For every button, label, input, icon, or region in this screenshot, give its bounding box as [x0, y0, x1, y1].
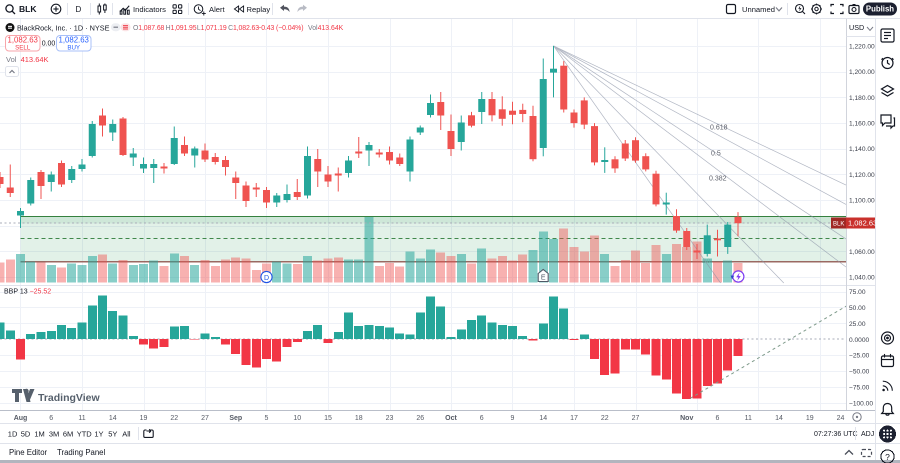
svg-text:0.382: 0.382 — [709, 176, 727, 183]
svg-text:BBP 13 −25.52: BBP 13 −25.52 — [4, 289, 51, 296]
svg-text:23: 23 — [386, 415, 394, 422]
svg-text:−25.00: −25.00 — [849, 353, 870, 360]
svg-text:D: D — [76, 5, 82, 14]
svg-text:6: 6 — [716, 415, 720, 422]
svg-text:1,220.00: 1,220.00 — [849, 44, 875, 51]
svg-text:0.00: 0.00 — [42, 41, 56, 48]
svg-text:Vol 413.64K: Vol 413.64K — [6, 55, 49, 64]
svg-text:H1,091.95: H1,091.95 — [166, 25, 197, 32]
svg-text:24: 24 — [837, 415, 845, 422]
svg-text:18: 18 — [355, 415, 363, 422]
svg-text:0.0000: 0.0000 — [849, 337, 870, 344]
svg-text:1D: 1D — [8, 430, 18, 439]
svg-text:0.618: 0.618 — [710, 125, 728, 132]
svg-text:27: 27 — [632, 415, 640, 422]
svg-text:15: 15 — [324, 415, 332, 422]
svg-text:5Y: 5Y — [108, 430, 117, 439]
svg-text:3M: 3M — [49, 430, 59, 439]
svg-text:11: 11 — [78, 415, 85, 422]
svg-text:1,140.00: 1,140.00 — [849, 146, 875, 153]
svg-text:1,082.63: 1,082.63 — [848, 219, 877, 228]
svg-text:BlackRock, Inc. · 1D · NYSE: BlackRock, Inc. · 1D · NYSE — [17, 23, 110, 32]
svg-text:Publish: Publish — [866, 5, 894, 14]
svg-text:1,082.63: 1,082.63 — [59, 36, 89, 45]
svg-text:10: 10 — [293, 415, 301, 422]
svg-text:−75.00: −75.00 — [849, 385, 870, 392]
svg-text:5: 5 — [265, 415, 269, 422]
svg-text:Oct: Oct — [445, 415, 457, 422]
svg-text:27: 27 — [201, 415, 209, 422]
svg-text:1,200.00: 1,200.00 — [849, 69, 875, 76]
svg-text:O1,087.68: O1,087.68 — [133, 25, 165, 32]
svg-text:5D: 5D — [21, 430, 31, 439]
svg-text:07:27:36 UTC: 07:27:36 UTC — [814, 431, 858, 438]
svg-text:11: 11 — [745, 415, 752, 422]
svg-text:Alert: Alert — [209, 5, 226, 14]
svg-text:19: 19 — [806, 415, 814, 422]
svg-text:D: D — [264, 275, 269, 282]
svg-text:Aug: Aug — [14, 415, 28, 422]
svg-text:Vol413.64K: Vol413.64K — [308, 25, 344, 32]
svg-text:L1,071.19: L1,071.19 — [197, 25, 227, 32]
svg-text:C1,082.63: C1,082.63 — [228, 25, 259, 32]
svg-text:26: 26 — [416, 415, 424, 422]
svg-text:BUY: BUY — [67, 45, 80, 52]
svg-text:USD: USD — [849, 23, 864, 32]
svg-text:1Y: 1Y — [94, 430, 103, 439]
svg-text:BLK: BLK — [833, 222, 844, 228]
svg-text:1,082.63: 1,082.63 — [8, 36, 38, 45]
svg-text:17: 17 — [570, 415, 578, 422]
svg-text:0.5: 0.5 — [711, 151, 721, 158]
svg-text:Nov: Nov — [680, 415, 693, 422]
svg-text:E: E — [541, 275, 546, 282]
svg-text:Unnamed: Unnamed — [742, 5, 775, 14]
svg-text:D0: D0 — [702, 258, 711, 265]
svg-text:Replay: Replay — [247, 5, 271, 14]
svg-text:YTD: YTD — [77, 430, 93, 439]
svg-text:1,120.00: 1,120.00 — [849, 172, 875, 179]
svg-text:6M: 6M — [63, 430, 73, 439]
svg-text:BLK: BLK — [19, 4, 37, 14]
svg-text:25.00: 25.00 — [849, 321, 866, 328]
svg-text:TradingView: TradingView — [38, 392, 100, 404]
svg-text:1,040.00: 1,040.00 — [849, 275, 875, 282]
svg-text:−0.43 (−0.04%): −0.43 (−0.04%) — [257, 25, 303, 32]
svg-text:22: 22 — [601, 415, 609, 422]
svg-text:?: ? — [885, 452, 890, 462]
svg-text:SELL: SELL — [15, 45, 31, 52]
svg-text:−50.00: −50.00 — [849, 369, 870, 376]
svg-text:14: 14 — [775, 415, 783, 422]
svg-text:1,160.00: 1,160.00 — [849, 121, 875, 128]
svg-text:−100.00: −100.00 — [849, 400, 873, 407]
svg-text:22: 22 — [170, 415, 178, 422]
svg-text:14: 14 — [539, 415, 547, 422]
svg-text:19: 19 — [140, 415, 148, 422]
svg-text:14: 14 — [109, 415, 117, 422]
svg-text:6: 6 — [49, 415, 53, 422]
svg-text:9: 9 — [511, 415, 515, 422]
svg-text:All: All — [122, 430, 131, 439]
svg-text:1,100.00: 1,100.00 — [849, 198, 875, 205]
svg-text:50.00: 50.00 — [849, 305, 866, 312]
svg-text:Indicators: Indicators — [133, 5, 166, 14]
svg-text:1M: 1M — [34, 430, 44, 439]
svg-text:ADJ: ADJ — [861, 431, 874, 438]
svg-text:6: 6 — [480, 415, 484, 422]
svg-text:1,180.00: 1,180.00 — [849, 95, 875, 102]
svg-text:Pine Editor: Pine Editor — [9, 448, 48, 457]
svg-text:Trading Panel: Trading Panel — [57, 448, 106, 457]
svg-text:1,060.00: 1,060.00 — [849, 249, 875, 256]
svg-text:Sep: Sep — [229, 415, 242, 422]
svg-text:75.00: 75.00 — [849, 289, 866, 296]
